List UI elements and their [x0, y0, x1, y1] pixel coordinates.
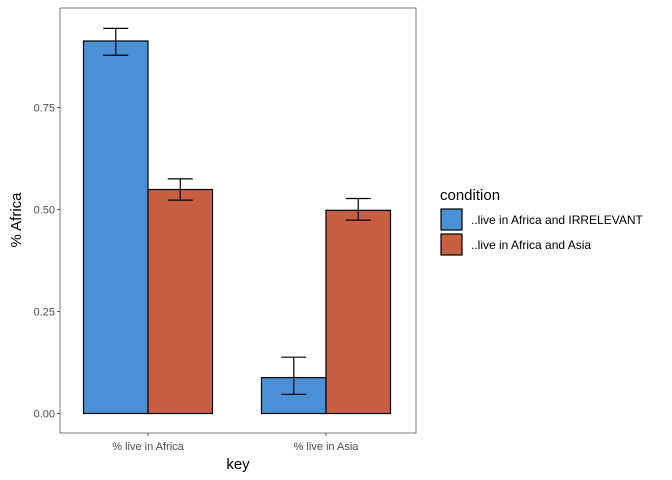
bar	[82, 40, 149, 415]
legend-label: ..live in Africa and IRRELEVANT	[471, 213, 644, 227]
legend-label: ..live in Africa and Asia	[471, 238, 591, 252]
x-tick-label: % live in Africa	[112, 441, 184, 453]
x-axis: % live in Africa % live in Asia	[112, 433, 359, 453]
y-axis-title: % Africa	[8, 192, 25, 248]
bar	[147, 188, 214, 415]
legend-key	[440, 233, 463, 256]
x-axis-title: key	[226, 456, 250, 473]
y-tick-label: 0.50	[34, 205, 55, 217]
legend: condition ..live in Africa and IRRELEVAN…	[440, 187, 644, 256]
y-tick-label: 0.25	[34, 307, 55, 319]
y-tick-label: 0.75	[34, 103, 55, 115]
legend-key	[440, 208, 463, 231]
y-tick-label: 0.00	[34, 409, 55, 421]
bar	[325, 209, 392, 415]
y-axis: 0.00 0.25 0.50 0.75	[34, 103, 60, 421]
error-bars-layer	[103, 27, 371, 395]
x-tick-label: % live in Asia	[294, 441, 360, 453]
bars-layer	[82, 40, 392, 415]
legend-title: condition	[440, 187, 500, 204]
